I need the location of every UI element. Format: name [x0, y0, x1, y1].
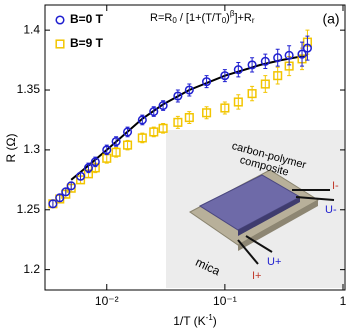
point [83, 163, 94, 173]
y-tick-label: 1.25 [17, 202, 41, 216]
y-tick-label: 1.2 [23, 262, 40, 276]
formula-part: 0 [172, 16, 177, 25]
point [48, 199, 58, 209]
point [137, 115, 147, 125]
point [260, 56, 270, 66]
x-label-part: -1 [206, 313, 214, 322]
formula-part: ]+R [234, 12, 251, 24]
x-label-part: ) [213, 314, 217, 328]
point [90, 157, 100, 167]
wire [245, 235, 273, 253]
formula-part: ) [226, 12, 230, 24]
point [123, 127, 133, 137]
point [273, 71, 283, 81]
contact-label: U+ [267, 256, 281, 268]
formula-part: / [1+(T/T [177, 12, 222, 24]
point [158, 101, 168, 111]
wire [295, 196, 335, 201]
point [302, 43, 312, 53]
legend-label: B=0 T [70, 12, 104, 26]
contact-label: I+ [252, 270, 261, 282]
point [220, 71, 230, 81]
point [202, 108, 212, 118]
point [149, 107, 159, 117]
formula: R=R0 / [1+(T/T0)β]+Rr [150, 9, 255, 25]
point [55, 193, 65, 203]
contact-label: I- [332, 180, 339, 192]
error-bar [275, 48, 280, 67]
formula-part: β [230, 9, 235, 18]
point [260, 79, 270, 89]
formula-part: r [252, 16, 255, 25]
error-bar [263, 75, 268, 93]
error-bar [236, 94, 241, 110]
y-tick-label: 1.4 [23, 22, 40, 36]
wire [237, 239, 259, 265]
error-bar [250, 85, 255, 102]
point [297, 49, 307, 59]
error-bar [263, 53, 268, 69]
legend-marker [55, 39, 65, 49]
x-label-part: 1/T (K [173, 314, 205, 328]
point [202, 77, 212, 87]
point [273, 53, 283, 63]
error-bar [305, 35, 310, 61]
x-axis-label: 1/T (K-1) [173, 313, 217, 328]
error-bar [300, 41, 305, 67]
point [158, 123, 168, 133]
x-tick-label: 10⁻² [95, 294, 119, 308]
point [184, 113, 194, 123]
point [173, 91, 183, 101]
error-bar [236, 61, 241, 78]
point [184, 85, 194, 95]
point [123, 140, 133, 150]
formula-part: R=R [150, 12, 172, 24]
point [247, 60, 257, 70]
point [137, 133, 147, 143]
point [247, 89, 257, 99]
contact-label: U- [325, 204, 337, 216]
legend-label: B=9 T [70, 36, 104, 50]
y-tick-label: 1.3 [23, 142, 40, 156]
point [173, 117, 183, 127]
inset: carbon-polymer composite mica I- U- U+ I… [166, 130, 344, 288]
point [220, 103, 230, 113]
error-bar [287, 45, 292, 66]
point [76, 171, 86, 181]
mica-edge [238, 200, 318, 251]
error-bar [50, 199, 55, 208]
point [111, 136, 121, 147]
legend-marker [55, 15, 65, 25]
fit-line [70, 54, 308, 181]
point [61, 187, 71, 197]
plot-frame [44, 4, 346, 291]
point [66, 181, 76, 191]
x-tick-label: 1 [340, 294, 347, 308]
x-tick-label: 10⁻¹ [213, 294, 237, 308]
point [111, 147, 121, 157]
error-bar [250, 57, 255, 73]
error-bar [69, 181, 74, 190]
y-tick-label: 1.35 [17, 82, 41, 96]
error-bar [275, 66, 280, 85]
panel-label: (a) [322, 11, 339, 27]
point [102, 145, 112, 155]
y-axis-label: R (Ω) [4, 134, 18, 163]
composite-edge [238, 197, 300, 236]
point [233, 65, 243, 75]
point [233, 97, 243, 107]
point [284, 50, 294, 60]
formula-part: 0 [222, 16, 227, 25]
point [149, 127, 159, 137]
